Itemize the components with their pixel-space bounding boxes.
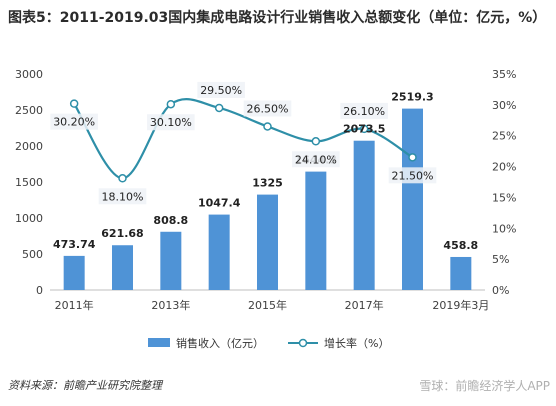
rate-point <box>359 124 369 134</box>
rate-label-box <box>98 188 147 205</box>
y-right-tick-label: 10% <box>492 222 516 235</box>
y-right-tick-label: 30% <box>492 99 516 112</box>
bar-value-label: 473.74 <box>53 238 96 251</box>
rate-label-box <box>147 114 195 131</box>
y-left-tick-label: 0 <box>36 284 43 297</box>
rate-label-box <box>243 100 292 117</box>
bar <box>305 171 327 290</box>
rate-label-box <box>340 102 388 119</box>
x-tick-label: 2015年 <box>248 298 287 312</box>
rate-value-label: 30.10% <box>150 116 192 129</box>
legend-bar-swatch <box>148 338 170 347</box>
rate-point <box>214 103 224 113</box>
y-right-tick-label: 0% <box>492 284 509 297</box>
y-left-tick-label: 2500 <box>15 104 43 117</box>
bar-value-label: 1047.4 <box>198 197 241 210</box>
bar-value-label: 1325 <box>252 177 283 190</box>
rate-value-label: 24.10% <box>295 153 337 166</box>
rate-point <box>408 153 417 162</box>
y-right-tick-label: 25% <box>492 130 516 143</box>
chart-title: 图表5：2011-2019.03国内集成电路设计行业销售收入总额变化（单位：亿元… <box>8 10 547 26</box>
legend-line-marker <box>298 338 308 348</box>
bar-value-label: 2519.3 <box>391 91 433 104</box>
rate-label-box <box>292 151 340 168</box>
rate-value-label: 21.50% <box>392 169 434 182</box>
y-right-tick-label: 15% <box>492 191 516 204</box>
y-right-tick-label: 35% <box>492 68 516 81</box>
y-left-tick-label: 3000 <box>15 68 43 81</box>
rate-point <box>166 99 176 109</box>
data-labels: 473.74621.68808.81047.413251644.32073.52… <box>50 81 478 252</box>
bar <box>353 140 375 290</box>
bar <box>450 256 472 290</box>
bar <box>112 245 133 290</box>
rate-value-label: 18.10% <box>102 190 144 203</box>
bar <box>402 108 423 290</box>
x-tick-label: 2011年 <box>55 298 94 312</box>
x-tick-label: 2017年 <box>345 298 384 312</box>
bar-value-label: 2073.5 <box>343 123 385 136</box>
legend-line-label: 增长率（%） <box>324 336 389 350</box>
bar-value-label: 621.68 <box>101 227 143 240</box>
rate-point <box>118 174 127 183</box>
y-right-tick-label: 20% <box>492 161 516 174</box>
line-series <box>69 98 417 183</box>
y-left-tick-label: 500 <box>22 248 43 261</box>
rate-value-label: 26.50% <box>247 102 289 115</box>
bar-value-label: 808.8 <box>153 214 188 227</box>
y-left-tick-label: 1500 <box>15 176 43 189</box>
legend: 销售收入（亿元） 增长率（%） <box>148 336 389 350</box>
bar <box>257 194 278 290</box>
rate-label-box <box>388 167 437 184</box>
y-right-tick-label: 5% <box>492 253 509 266</box>
bar <box>160 231 182 290</box>
x-tick-label: 2013年 <box>151 298 190 312</box>
rate-point <box>69 99 79 108</box>
y-left-tick-label: 1000 <box>15 212 43 225</box>
rate-label-box <box>50 113 98 130</box>
bar <box>208 214 230 290</box>
axes: 0 500 1000 1500 2000 2500 3000 0% 5% 10% 15% 20% 25%… <box>15 68 516 312</box>
bar <box>63 255 85 290</box>
bar-value-label: 458.8 <box>443 239 478 252</box>
rate-point <box>311 137 321 146</box>
rate-value-label: 26.10% <box>343 105 385 118</box>
legend-bar-label: 销售收入（亿元） <box>176 336 264 350</box>
rate-value-label: 30.20% <box>53 116 95 129</box>
rate-point <box>263 122 272 131</box>
rate-value-label: 29.50% <box>200 84 242 97</box>
x-tick-label: 2019年3月 <box>432 298 489 312</box>
rate-label-box <box>197 81 245 98</box>
watermark: 雪球：前瞻经济学人APP <box>419 379 550 393</box>
y-left-tick-label: 2000 <box>15 140 43 153</box>
source-note: 资料来源：前瞻产业研究院整理 <box>8 379 162 392</box>
